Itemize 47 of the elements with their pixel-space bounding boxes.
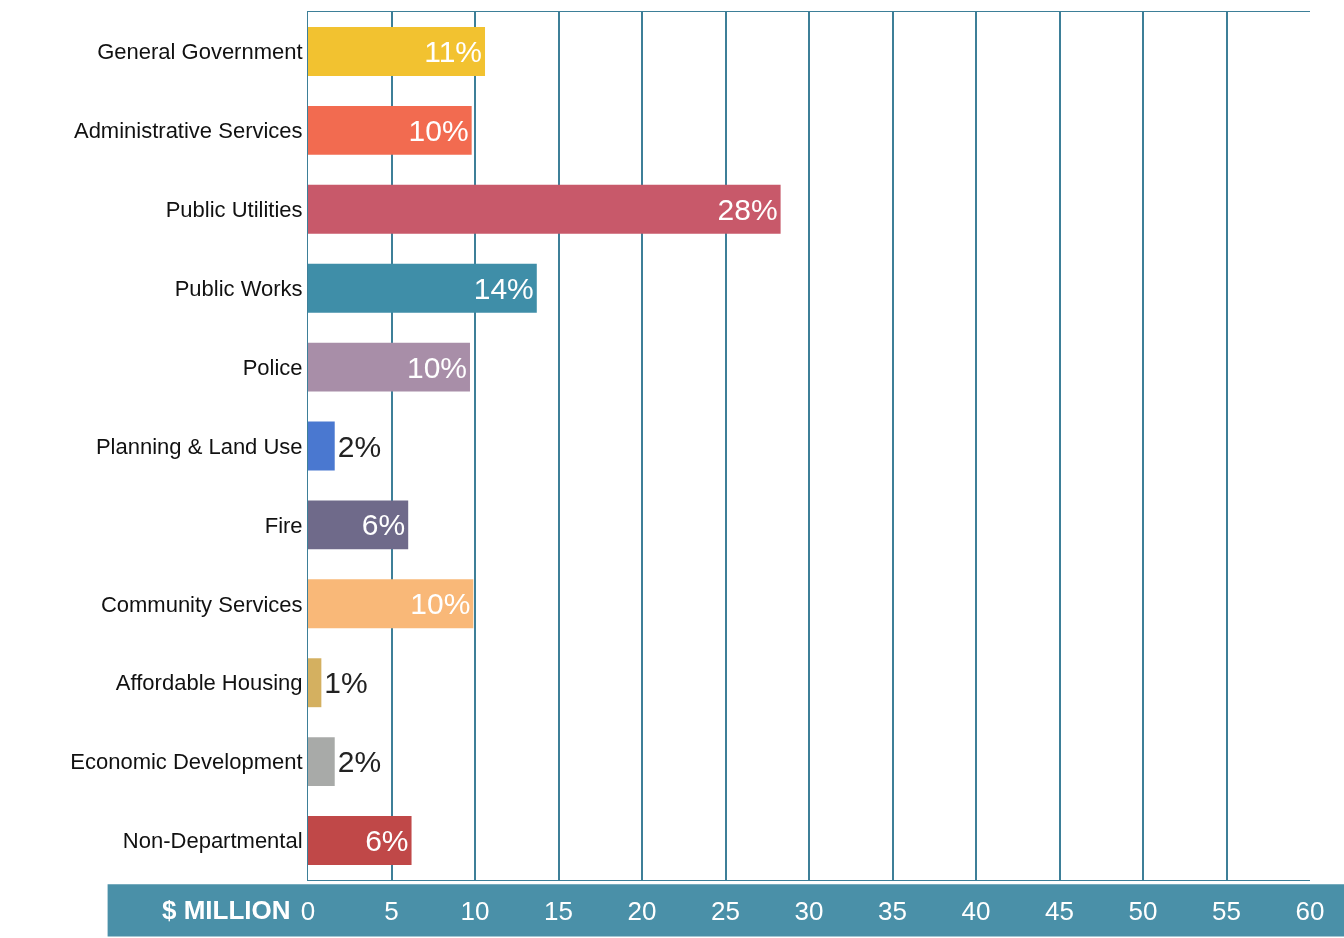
bar — [308, 105, 472, 155]
x-tick-label: 35 — [878, 896, 907, 927]
data-label: 11% — [424, 34, 483, 68]
bar — [308, 26, 486, 76]
x-tick-label: 45 — [1045, 896, 1074, 927]
x-tick-label: 5 — [384, 896, 399, 927]
data-label: 6% — [365, 824, 409, 858]
data-label: 10% — [408, 113, 469, 147]
bar — [308, 342, 470, 392]
x-tick-label: 20 — [627, 896, 657, 927]
bar — [308, 500, 409, 550]
data-label: 1% — [324, 666, 368, 700]
bar — [308, 658, 322, 708]
x-tick-label: 15 — [544, 896, 573, 927]
y-tick-label: Fire — [264, 512, 303, 538]
bar — [308, 579, 474, 629]
x-tick-label: 40 — [961, 896, 991, 927]
bar — [308, 421, 335, 471]
x-tick-label: 60 — [1295, 896, 1325, 927]
bar — [308, 816, 412, 866]
y-tick-label: Non-Departmental — [122, 828, 303, 854]
y-tick-label: General Government — [97, 39, 303, 65]
x-tick-label: 50 — [1128, 896, 1158, 927]
data-label: 10% — [406, 350, 467, 384]
y-tick-label: Police — [242, 354, 303, 380]
x-tick-label: 25 — [711, 896, 740, 927]
y-tick-label: Public Utilities — [165, 196, 303, 222]
data-label: 2% — [337, 745, 382, 779]
y-tick-label: Community Services — [100, 591, 303, 617]
data-label: 6% — [361, 508, 406, 542]
y-tick-label: Economic Development — [70, 749, 303, 775]
data-label: 10% — [410, 587, 471, 621]
y-tick-label: Planning & Land Use — [95, 433, 303, 459]
bar — [308, 737, 335, 787]
x-axis-title: $ MILLION — [162, 895, 291, 925]
bar — [308, 263, 537, 313]
y-tick-label: Administrative Services — [73, 118, 303, 144]
x-tick-label: 30 — [794, 896, 824, 927]
x-tick-label: 0 — [300, 896, 316, 927]
x-tick-label: 55 — [1212, 896, 1241, 927]
bar — [308, 184, 781, 234]
y-tick-label: Affordable Housing — [115, 670, 303, 696]
data-label: 2% — [337, 429, 382, 463]
data-label: 14% — [473, 271, 534, 305]
y-tick-label: Public Works — [174, 275, 303, 301]
x-tick-label: 10 — [460, 896, 490, 927]
data-label: 28% — [717, 192, 778, 226]
